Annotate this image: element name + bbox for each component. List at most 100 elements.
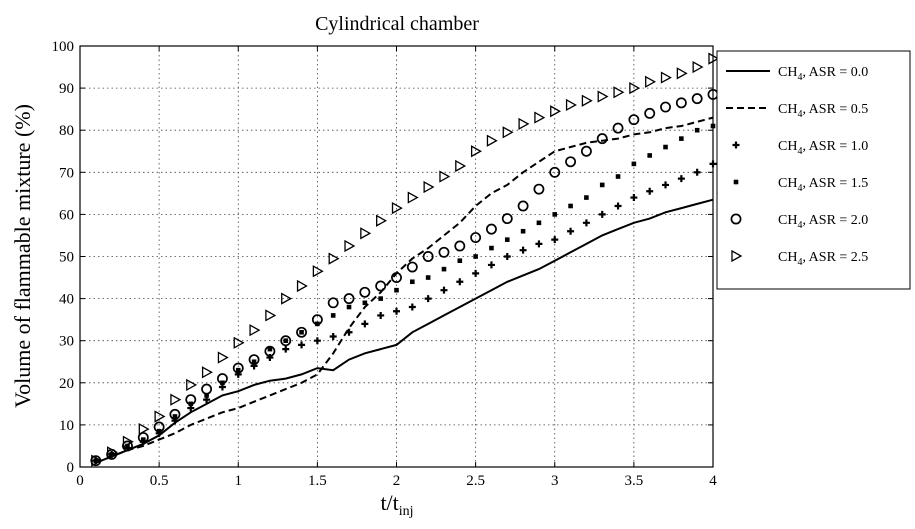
y-axis-label: Volume of flammable mixture (%) <box>10 104 35 408</box>
data-point <box>141 437 146 442</box>
data-point <box>235 367 241 373</box>
x-tick-label: 4 <box>709 473 717 489</box>
data-point <box>473 254 478 259</box>
x-tick-label: 1.5 <box>308 473 327 489</box>
data-point <box>533 183 545 195</box>
data-point <box>675 97 687 109</box>
data-point <box>280 335 292 347</box>
legend-marker <box>733 179 739 185</box>
data-point <box>410 279 415 285</box>
data-point <box>264 345 276 357</box>
y-tick-label: 40 <box>59 292 74 308</box>
data-point <box>329 332 337 340</box>
legend-marker <box>731 249 743 263</box>
data-point <box>679 136 684 141</box>
data-point <box>646 187 654 195</box>
data-point <box>248 354 260 366</box>
data-point <box>629 81 641 95</box>
series-5 <box>91 52 720 467</box>
legend-marker <box>730 213 742 225</box>
data-point <box>580 145 592 157</box>
data-point <box>232 362 244 374</box>
data-point <box>170 393 182 406</box>
data-point <box>567 227 575 235</box>
chart-title: Cylindrical chamber <box>315 13 479 35</box>
data-point <box>536 220 542 226</box>
data-point <box>455 159 467 173</box>
data-point <box>596 133 608 145</box>
data-point <box>662 181 670 189</box>
data-point <box>501 213 513 225</box>
data-point <box>344 239 356 253</box>
data-point <box>359 286 371 298</box>
legend-label: CH4, ASR = 0.0 <box>778 65 868 83</box>
data-point <box>568 203 573 209</box>
data-point <box>692 60 704 74</box>
y-tick-label: 20 <box>59 376 74 392</box>
data-point <box>217 351 229 364</box>
plot-series <box>90 52 720 467</box>
series-line <box>95 198 714 464</box>
data-point <box>93 458 99 463</box>
data-point <box>391 272 402 283</box>
data-point <box>615 174 621 179</box>
data-point <box>312 265 324 278</box>
data-point <box>327 297 339 309</box>
data-point <box>282 345 290 353</box>
data-point <box>394 287 399 293</box>
legend-label: CH4, ASR = 1.5 <box>778 176 868 194</box>
data-point <box>597 90 609 103</box>
x-axis-label-main: t/t <box>380 490 398 515</box>
x-tick-label: 1 <box>235 473 243 489</box>
data-point <box>613 86 625 99</box>
data-point <box>425 275 431 280</box>
data-point <box>439 170 451 183</box>
data-point <box>265 309 277 322</box>
data-point <box>441 266 447 272</box>
data-point <box>299 329 304 335</box>
data-point <box>216 373 228 385</box>
data-point <box>519 246 527 254</box>
data-point <box>422 251 434 262</box>
data-point <box>137 432 149 443</box>
data-point <box>298 341 306 349</box>
y-tick-label: 30 <box>59 334 74 350</box>
data-point <box>628 114 640 126</box>
legend-box <box>716 50 911 290</box>
data-point <box>122 435 134 448</box>
data-point <box>375 280 387 292</box>
data-point <box>408 303 416 311</box>
data-point <box>204 393 209 398</box>
series-0 <box>95 198 714 464</box>
legend: CH4, ASR = 0.0 CH4, ASR = 0.5 CH4, ASR = 1… <box>716 50 911 290</box>
x-axis-label: t/tinj <box>380 490 413 519</box>
data-point <box>377 311 385 319</box>
data-point <box>677 175 685 183</box>
x-axis-label-subscript: inj <box>399 504 414 519</box>
data-point <box>694 127 700 133</box>
x-tick-label: 3 <box>551 473 559 489</box>
data-point <box>486 134 498 147</box>
y-tick-label: 100 <box>52 39 75 55</box>
series-2 <box>92 160 717 465</box>
data-point <box>552 212 558 217</box>
data-point <box>376 214 388 227</box>
data-point <box>614 202 622 210</box>
data-point <box>457 258 463 264</box>
data-point <box>660 101 671 113</box>
data-point <box>311 314 323 326</box>
data-point <box>454 240 466 252</box>
data-point <box>487 261 495 269</box>
data-point <box>153 421 165 433</box>
y-tick-label: 60 <box>59 207 74 223</box>
data-point <box>185 394 197 406</box>
data-point <box>251 359 257 365</box>
data-point <box>470 232 482 244</box>
x-tick-label: 2.5 <box>466 473 485 489</box>
data-point <box>362 300 368 306</box>
data-point <box>581 94 593 107</box>
data-point <box>691 93 703 105</box>
data-point <box>281 292 293 305</box>
